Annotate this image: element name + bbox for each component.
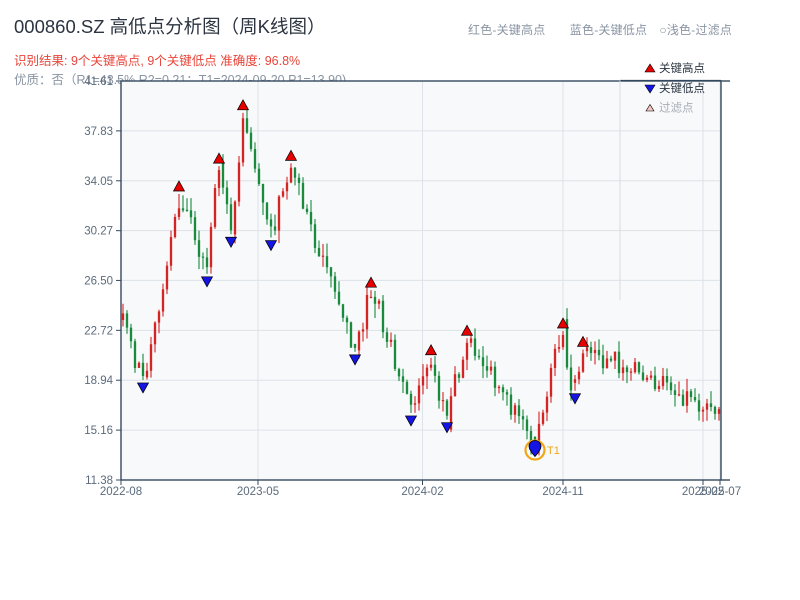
svg-text:15.16: 15.16 — [84, 425, 113, 437]
svg-text:2023-05: 2023-05 — [237, 486, 279, 498]
svg-text:关键高点: 关键高点 — [659, 61, 705, 75]
svg-text:2025-07: 2025-07 — [699, 486, 741, 498]
svg-text:2022-08: 2022-08 — [100, 486, 142, 498]
svg-text:18.94: 18.94 — [84, 375, 113, 387]
svg-text:22.72: 22.72 — [84, 325, 113, 337]
svg-text:T1: T1 — [547, 445, 560, 457]
svg-text:过滤点: 过滤点 — [659, 102, 694, 115]
svg-text:34.05: 34.05 — [84, 176, 113, 188]
svg-text:37.83: 37.83 — [84, 126, 113, 138]
svg-text:2024-02: 2024-02 — [401, 486, 443, 498]
svg-text:41.61: 41.61 — [84, 76, 113, 88]
svg-text:30.27: 30.27 — [84, 226, 113, 238]
svg-text:2024-11: 2024-11 — [542, 486, 583, 498]
svg-text:26.50: 26.50 — [84, 275, 113, 287]
svg-text:关键低点: 关键低点 — [659, 81, 705, 95]
